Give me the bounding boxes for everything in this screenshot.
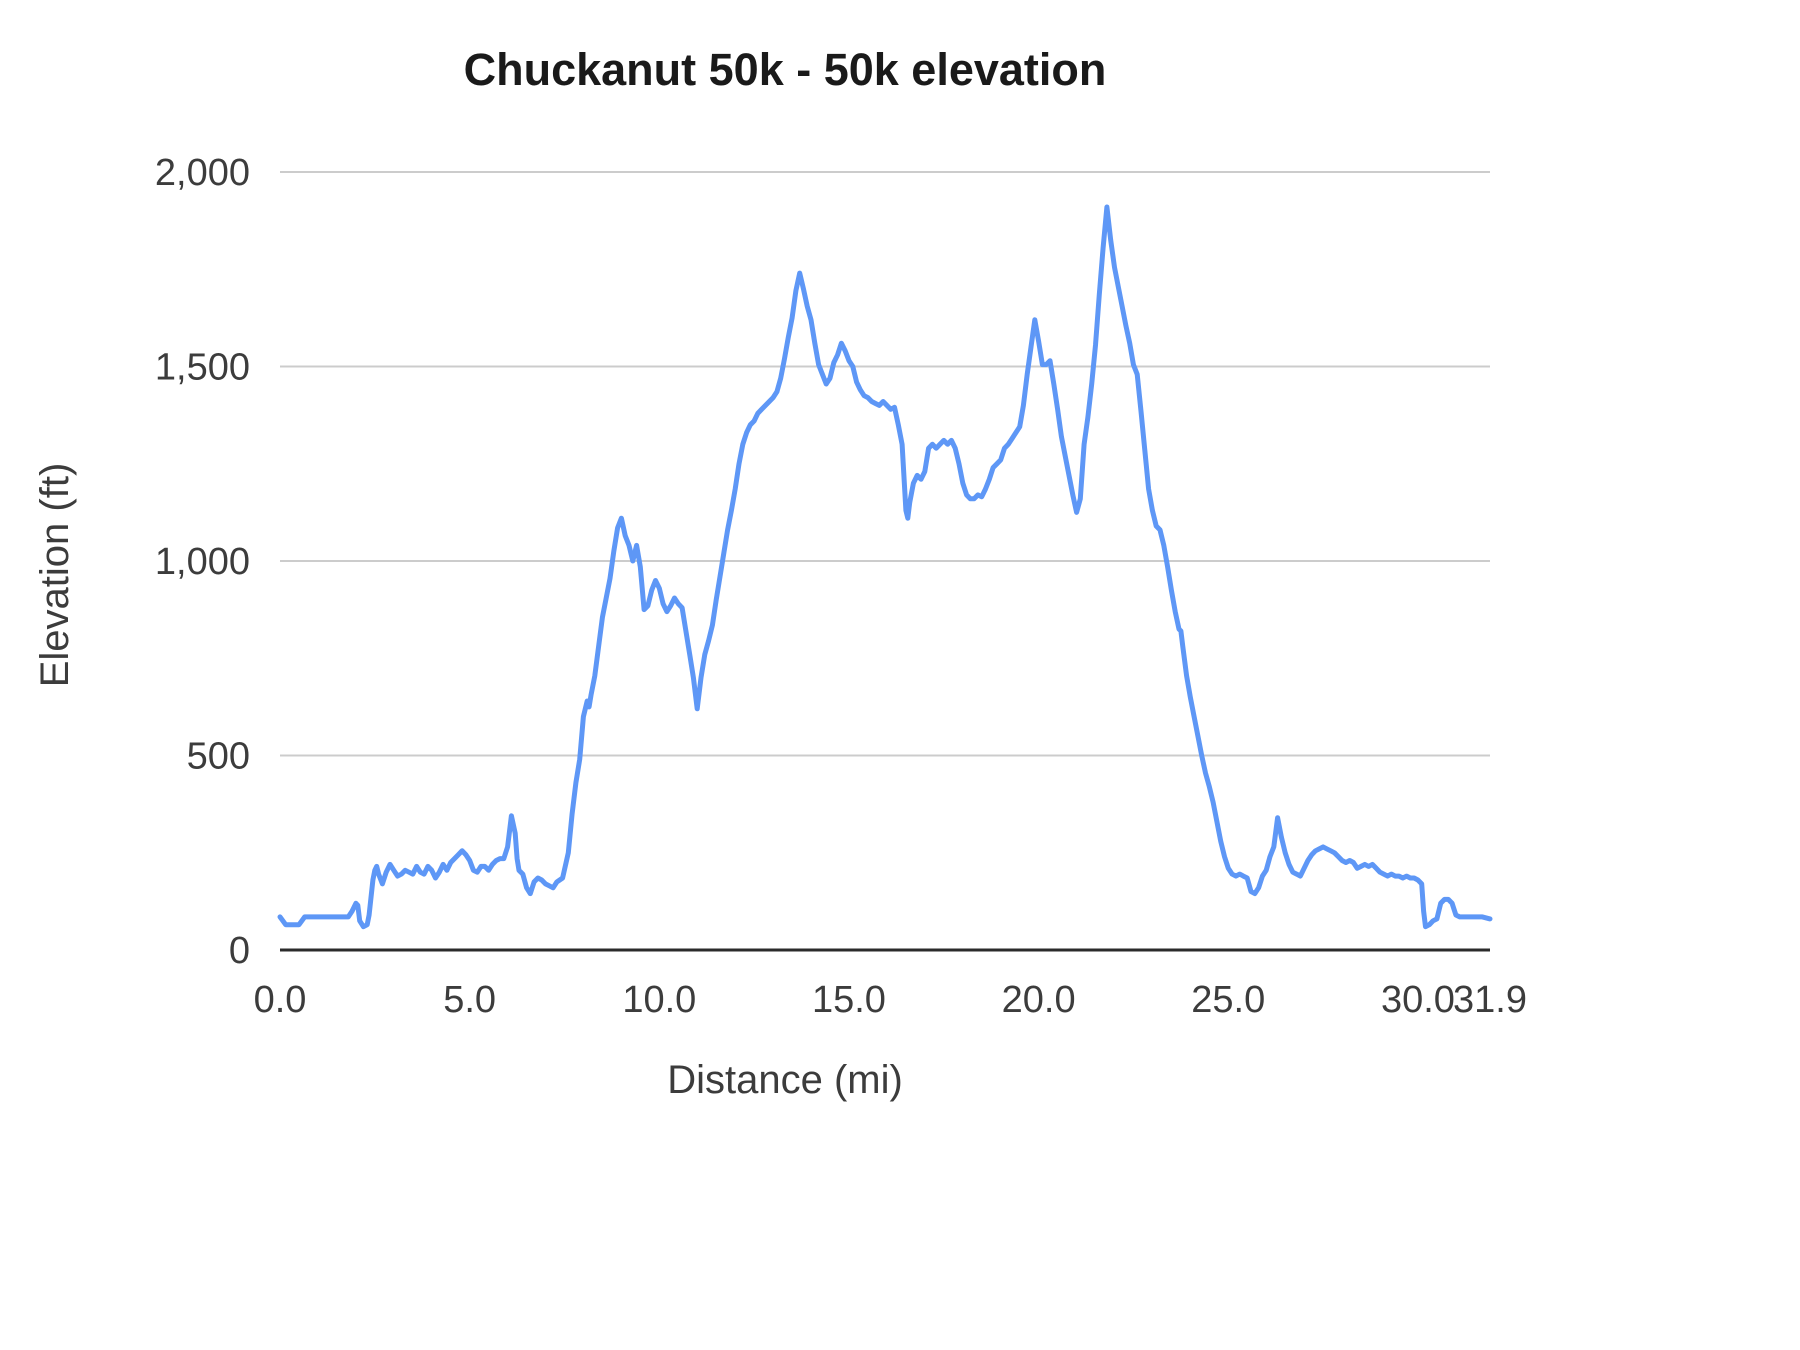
y-axis-tick-label: 1,000 [155, 541, 250, 583]
y-axis-tick-label: 1,500 [155, 347, 250, 389]
y-axis-tick-label: 500 [187, 736, 250, 778]
x-axis-tick-label: 10.0 [622, 979, 696, 1021]
gridlines-layer [280, 171, 1490, 952]
x-axis-title: Distance (mi) [667, 1058, 903, 1102]
y-axis-tick-label: 2,000 [155, 152, 250, 194]
x-axis-tick-label: 25.0 [1191, 979, 1265, 1021]
y-axis-tick-label: 0 [229, 930, 250, 972]
x-axis-tick-label: 15.0 [812, 979, 886, 1021]
elevation-profile-line [277, 204, 1493, 930]
x-axis-tick-label: 31.9 [1453, 979, 1527, 1021]
x-axis-tick-label: 20.0 [1002, 979, 1076, 1021]
series-layer [277, 204, 1493, 930]
y-axis-title: Elevation (ft) [33, 463, 77, 688]
x-axis-tick-label: 5.0 [443, 979, 496, 1021]
x-axis-tick-label: 0.0 [254, 979, 307, 1021]
axis-tick-labels-layer: 0 500 1,000 1,500 2,000 0.0 5.0 10.0 15.0 20.0 25.… [155, 152, 1527, 1021]
x-axis-tick-label: 30.0 [1381, 979, 1455, 1021]
chart-title: Chuckanut 50k - 50k elevation [464, 44, 1107, 95]
